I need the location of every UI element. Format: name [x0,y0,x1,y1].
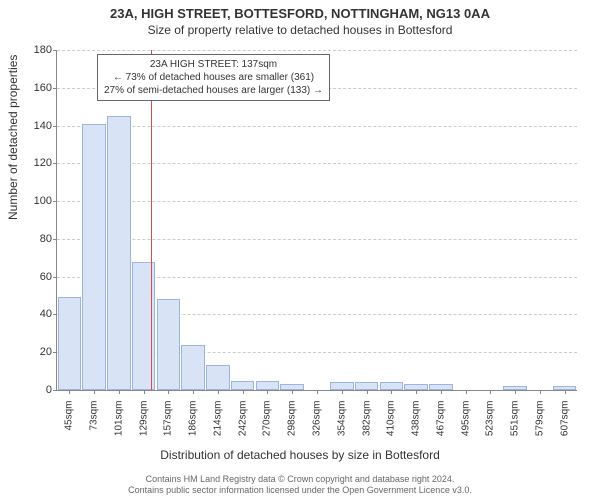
xtick-label: 382sqm [361,401,372,451]
xtick-mark [367,390,368,394]
ytick-mark [53,201,57,202]
xtick-label: 354sqm [336,401,347,451]
ytick-mark [53,239,57,240]
xtick-mark [69,390,70,394]
xtick-label: 551sqm [510,401,521,451]
xtick-label: 298sqm [287,401,298,451]
xtick-label: 157sqm [163,401,174,451]
ytick-mark [53,352,57,353]
ytick-mark [53,88,57,89]
y-axis-label: Number of detached properties [6,55,20,220]
grid-line [57,201,577,202]
xtick-label: 45sqm [64,401,75,451]
xtick-mark [342,390,343,394]
footer-line-1: Contains HM Land Registry data © Crown c… [0,474,600,485]
ytick-label: 140 [24,120,52,132]
xtick-mark [317,390,318,394]
xtick-label: 242sqm [237,401,248,451]
xtick-label: 326sqm [312,401,323,451]
xtick-label: 214sqm [212,401,223,451]
histogram-bar [256,381,280,390]
histogram-bar [181,345,205,390]
ytick-label: 100 [24,195,52,207]
marker-line [151,50,152,390]
annotation-line: 27% of semi-detached houses are larger (… [104,84,323,97]
xtick-label: 438sqm [411,401,422,451]
ytick-label: 120 [24,157,52,169]
xtick-mark [515,390,516,394]
histogram-bar [58,297,82,390]
xtick-label: 101sqm [113,401,124,451]
ytick-mark [53,163,57,164]
xtick-label: 495sqm [460,401,471,451]
ytick-mark [53,277,57,278]
histogram-bar [231,381,255,390]
footer-attribution: Contains HM Land Registry data © Crown c… [0,474,600,496]
histogram-bar [330,382,354,390]
plot-area: 02040608010012014016018045sqm73sqm101sqm… [56,50,577,391]
ytick-mark [53,126,57,127]
chart-title: 23A, HIGH STREET, BOTTESFORD, NOTTINGHAM… [0,0,600,21]
xtick-mark [540,390,541,394]
ytick-label: 160 [24,82,52,94]
xtick-label: 410sqm [386,401,397,451]
ytick-mark [53,50,57,51]
xtick-mark [441,390,442,394]
xtick-label: 73sqm [89,401,100,451]
grid-line [57,126,577,127]
xtick-mark [168,390,169,394]
xtick-label: 186sqm [188,401,199,451]
xtick-label: 523sqm [485,401,496,451]
xtick-mark [391,390,392,394]
xtick-mark [416,390,417,394]
xtick-mark [490,390,491,394]
xtick-mark [466,390,467,394]
histogram-bar [157,299,181,390]
histogram-bar [355,382,379,390]
xtick-label: 270sqm [262,401,273,451]
ytick-label: 40 [24,308,52,320]
xtick-mark [94,390,95,394]
chart-container: 23A, HIGH STREET, BOTTESFORD, NOTTINGHAM… [0,0,600,500]
annotation-line: ← 73% of detached houses are smaller (36… [104,71,323,84]
xtick-label: 607sqm [559,401,570,451]
ytick-label: 0 [24,384,52,396]
ytick-label: 20 [24,346,52,358]
chart-subtitle: Size of property relative to detached ho… [0,21,600,37]
annotation-line: 23A HIGH STREET: 137sqm [104,58,323,71]
histogram-bar [82,124,106,390]
footer-line-2: Contains public sector information licen… [0,485,600,496]
histogram-bar [107,116,131,390]
xtick-label: 467sqm [435,401,446,451]
ytick-label: 180 [24,44,52,56]
xtick-mark [243,390,244,394]
grid-line [57,50,577,51]
grid-line [57,163,577,164]
ytick-label: 60 [24,271,52,283]
ytick-mark [53,314,57,315]
x-axis-label: Distribution of detached houses by size … [0,448,600,462]
xtick-mark [267,390,268,394]
xtick-label: 129sqm [138,401,149,451]
xtick-label: 579sqm [534,401,545,451]
xtick-mark [144,390,145,394]
histogram-bar [132,262,156,390]
ytick-mark [53,390,57,391]
grid-line [57,239,577,240]
xtick-mark [565,390,566,394]
xtick-mark [119,390,120,394]
xtick-mark [292,390,293,394]
annotation-box: 23A HIGH STREET: 137sqm← 73% of detached… [97,54,330,101]
xtick-mark [218,390,219,394]
ytick-label: 80 [24,233,52,245]
histogram-bar [206,365,230,390]
histogram-bar [380,382,404,390]
xtick-mark [193,390,194,394]
